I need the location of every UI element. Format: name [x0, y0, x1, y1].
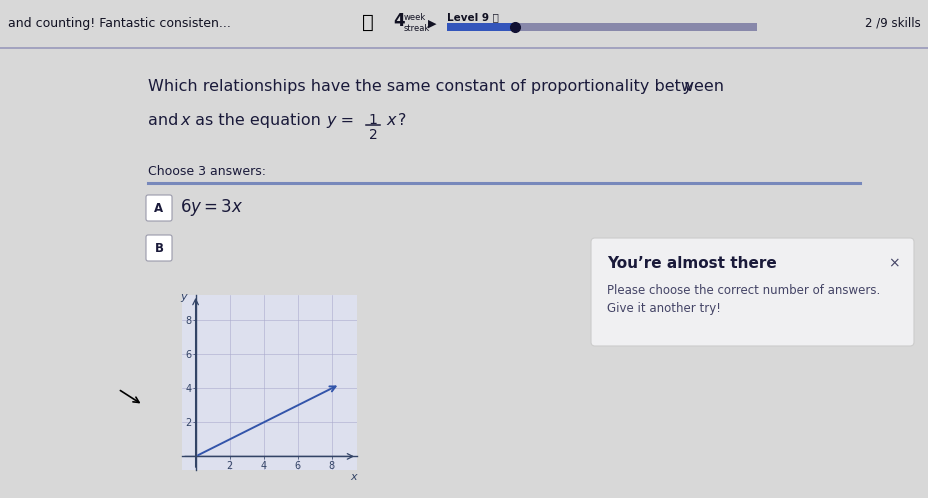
Text: y: y	[180, 292, 187, 302]
Text: B: B	[154, 242, 163, 254]
Text: 🔥: 🔥	[362, 13, 373, 32]
Bar	[446, 23, 515, 31]
Text: x: x	[386, 113, 395, 128]
Text: Please choose the correct number of answers.: Please choose the correct number of answ…	[606, 284, 880, 297]
Bar	[446, 23, 756, 31]
FancyBboxPatch shape	[146, 195, 172, 221]
Text: and: and	[148, 113, 184, 128]
FancyBboxPatch shape	[590, 238, 913, 346]
Text: 1: 1	[368, 113, 377, 127]
Text: 2: 2	[368, 128, 377, 142]
FancyBboxPatch shape	[146, 235, 172, 261]
Text: Choose 3 answers:: Choose 3 answers:	[148, 165, 265, 178]
Text: Give it another try!: Give it another try!	[606, 302, 720, 315]
Text: and counting! Fantastic consisten...: and counting! Fantastic consisten...	[8, 17, 231, 30]
Text: You’re almost there: You’re almost there	[606, 256, 776, 271]
Text: A: A	[154, 202, 163, 215]
Text: ▶: ▶	[427, 18, 436, 28]
Text: 4: 4	[393, 11, 405, 29]
Text: week: week	[404, 13, 426, 22]
Text: y: y	[682, 79, 691, 94]
Text: as the equation: as the equation	[190, 113, 326, 128]
Text: Level 9 ⓘ: Level 9 ⓘ	[446, 12, 498, 22]
Text: 2 /9 skills: 2 /9 skills	[864, 17, 920, 30]
Text: Which relationships have the same constant of proportionality between: Which relationships have the same consta…	[148, 79, 728, 94]
Text: ×: ×	[887, 256, 899, 270]
Text: ?: ?	[397, 113, 406, 128]
Text: x: x	[180, 113, 189, 128]
Text: y =: y =	[326, 113, 359, 128]
Text: $6y = 3x$: $6y = 3x$	[180, 198, 243, 219]
Text: streak: streak	[404, 24, 430, 33]
Text: x: x	[350, 472, 356, 482]
